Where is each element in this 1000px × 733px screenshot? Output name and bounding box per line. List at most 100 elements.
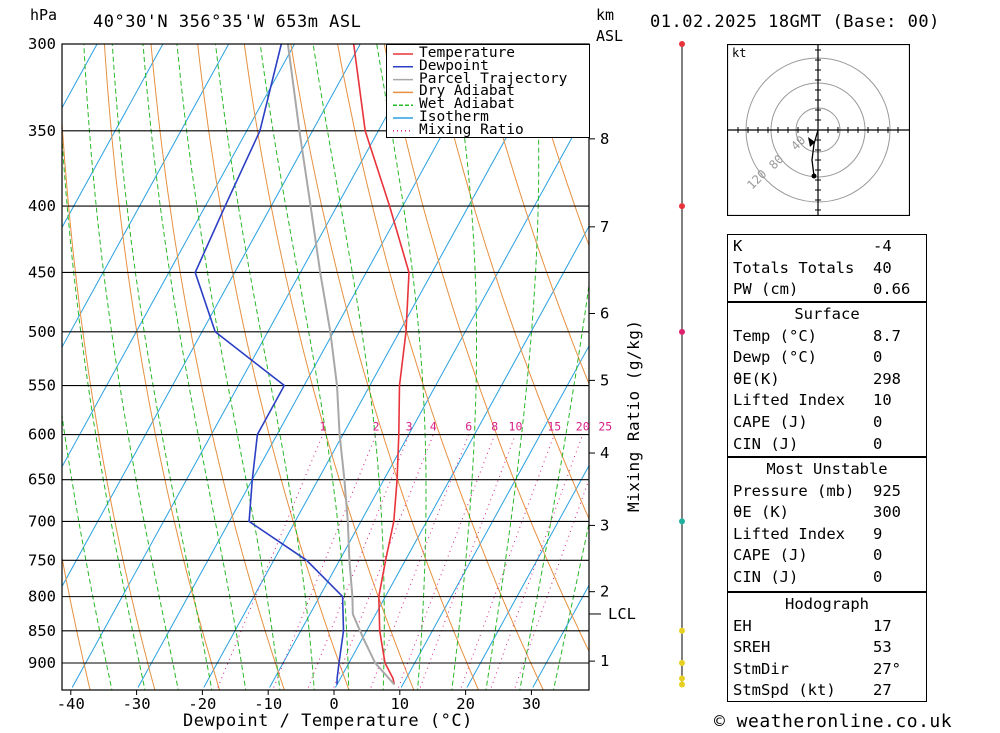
wet-adiabat-line bbox=[259, 44, 350, 690]
indices-key: StmSpd (kt) bbox=[733, 681, 836, 700]
x-tick-label: 30 bbox=[522, 695, 541, 713]
isotherm-line bbox=[71, 44, 427, 688]
legend: Temperature Dewpoint Parcel Trajectory Dry … bbox=[386, 44, 590, 138]
indices-key: EH bbox=[733, 616, 752, 635]
dry-adiabat-line bbox=[62, 554, 91, 690]
isotherm-line bbox=[466, 464, 589, 688]
indices-row: Totals Totals 40 bbox=[728, 259, 926, 281]
wind-level-marker bbox=[679, 675, 685, 682]
legend-item-label: Temperature bbox=[419, 45, 516, 61]
indices-key: θE (K) bbox=[733, 503, 789, 522]
indices-key: Temp (°C) bbox=[733, 326, 817, 345]
indices-key: K bbox=[733, 237, 743, 255]
legend-item-label: Mixing Ratio bbox=[419, 121, 524, 138]
indices-value: 0 bbox=[873, 413, 883, 431]
mixing-ratio-line bbox=[333, 434, 434, 688]
profiles bbox=[194, 44, 410, 686]
pressure-tick-label: 300 bbox=[28, 35, 56, 53]
isotherm-line bbox=[62, 44, 361, 588]
indices-row: Lifted Index 10 bbox=[728, 391, 926, 413]
indices-key: CIN (J) bbox=[733, 568, 799, 586]
indices-key: CAPE (J) bbox=[733, 546, 808, 565]
mixing-ratio-line bbox=[460, 434, 555, 688]
indices-row: θE (K) 300 bbox=[728, 503, 926, 525]
hodograph-unit-label: kt bbox=[732, 46, 746, 60]
wind-level-marker bbox=[679, 203, 685, 210]
indices-surface-box: Surface Temp (°C) 8.7 Dewp (°C) 0 θE(K) 298 Lif… bbox=[727, 302, 927, 457]
profile-dewpoint bbox=[194, 44, 345, 685]
indices-row: StmDir 27° bbox=[728, 660, 926, 682]
indices-value: -4 bbox=[873, 237, 892, 255]
pressure-tick-label: 600 bbox=[28, 426, 56, 444]
dry-adiabat-line bbox=[197, 44, 350, 690]
wet-adiabat-line bbox=[142, 44, 247, 690]
pressure-unit-label: hPa bbox=[30, 6, 58, 24]
mixing-ratio-line bbox=[514, 478, 589, 688]
wind-profile bbox=[679, 41, 685, 688]
x-tick-label: -20 bbox=[188, 695, 216, 713]
indices-value: 27 bbox=[873, 681, 892, 700]
mixing-ratio-axis-label: Mixing Ratio (g/kg) bbox=[624, 319, 643, 512]
km-tick-label: 7 bbox=[600, 218, 609, 236]
axis-tick-labels: 300350400450500550600650700750800850900-… bbox=[28, 35, 636, 713]
isotherm-line bbox=[334, 225, 589, 688]
wind-level-marker bbox=[679, 627, 685, 634]
isotherm-line bbox=[62, 44, 296, 468]
indices-value: 27° bbox=[873, 659, 901, 678]
indices-key: Lifted Index bbox=[733, 391, 845, 410]
wind-level-marker bbox=[679, 681, 685, 688]
indices-row: CIN (J) 0 bbox=[728, 435, 926, 457]
indices-row: CAPE (J) 0 bbox=[728, 413, 926, 435]
indices-row: θE(K) 298 bbox=[728, 370, 926, 392]
indices-row: Temp (°C) 8.7 bbox=[728, 327, 926, 349]
profile-parcel-trajectory bbox=[286, 44, 396, 686]
indices-value: 40 bbox=[873, 258, 892, 277]
pressure-tick-label: 800 bbox=[28, 588, 56, 606]
wind-level-marker bbox=[679, 518, 685, 525]
indices-section-title: Hodograph bbox=[785, 595, 869, 613]
km-tick-label: 6 bbox=[600, 304, 609, 322]
indices-key: SREH bbox=[733, 638, 771, 657]
pressure-tick-label: 500 bbox=[28, 323, 56, 341]
wet-adiabat-line bbox=[62, 411, 113, 690]
asl-unit-label: ASL bbox=[596, 27, 624, 45]
pressure-tick-label: 900 bbox=[28, 654, 56, 672]
indices-value: 10 bbox=[873, 391, 892, 410]
x-tick-label: -10 bbox=[254, 695, 282, 713]
x-tick-label: -40 bbox=[57, 695, 85, 713]
legend-item-label: Parcel Trajectory bbox=[419, 70, 568, 87]
location-title: 40°30'N 356°35'W 653m ASL bbox=[93, 12, 362, 32]
indices-value: 0.66 bbox=[873, 280, 911, 299]
indices-value: 0 bbox=[873, 568, 883, 586]
mixing-ratio-value-label: 8 bbox=[491, 420, 498, 434]
indices-row: Lifted Index 9 bbox=[728, 525, 926, 547]
indices-row: StmSpd (kt) 27 bbox=[728, 681, 926, 703]
indices-value: 298 bbox=[873, 369, 901, 388]
indices-row: SREH 53 bbox=[728, 638, 926, 660]
legend-item-label: Dry Adiabat bbox=[419, 83, 516, 100]
indices-value: 0 bbox=[873, 546, 883, 565]
wind-level-marker bbox=[679, 660, 685, 666]
x-tick-label: -30 bbox=[123, 695, 151, 713]
indices-key: Pressure (mb) bbox=[733, 481, 855, 500]
pressure-tick-label: 550 bbox=[28, 377, 56, 395]
wet-adiabat-line bbox=[111, 44, 213, 690]
wet-adiabat-line bbox=[176, 44, 281, 690]
indices-key: PW (cm) bbox=[733, 280, 799, 299]
legend-swatches bbox=[393, 53, 413, 132]
mixing-ratio-value-label: 20 bbox=[576, 420, 590, 434]
indices-row: K -4 bbox=[728, 237, 926, 259]
mixing-ratio-line bbox=[398, 434, 496, 688]
x-axis-label: Dewpoint / Temperature (°C) bbox=[183, 711, 473, 731]
indices-value: 0 bbox=[873, 348, 883, 367]
mixing-ratio-value-label: 2 bbox=[373, 420, 380, 434]
indices-row: CIN (J) 0 bbox=[728, 568, 926, 590]
wind-level-marker bbox=[679, 41, 685, 47]
mixing-ratio-value-label: 1 bbox=[319, 420, 326, 434]
indices-value: 0 bbox=[873, 434, 883, 453]
mixing-ratio-value-label: 25 bbox=[598, 420, 612, 434]
mixing-ratio-value-label: 4 bbox=[430, 420, 437, 434]
wet-adiabat-line bbox=[519, 281, 589, 690]
mixing-ratio-value-label: 3 bbox=[406, 420, 413, 434]
pressure-tick-label: 350 bbox=[28, 122, 56, 140]
